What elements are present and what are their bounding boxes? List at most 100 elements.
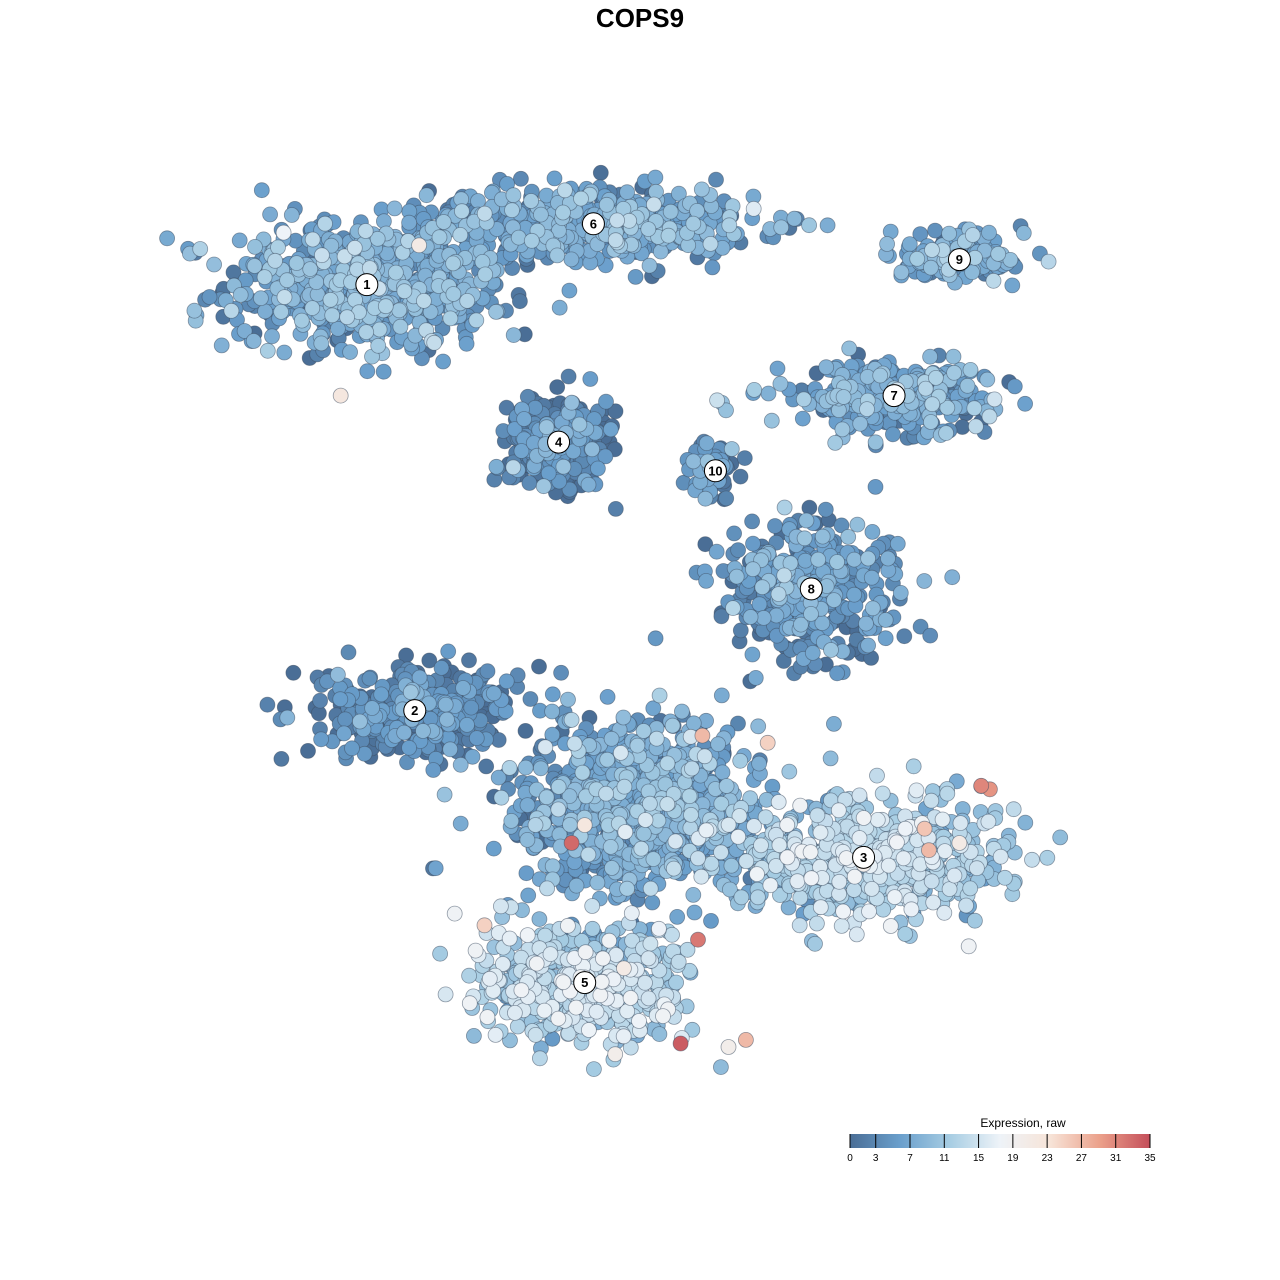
cell-point bbox=[684, 760, 700, 777]
cell-point bbox=[342, 344, 359, 361]
cell-point bbox=[730, 715, 746, 732]
cell-point bbox=[459, 292, 476, 309]
cell-point bbox=[602, 421, 619, 438]
cell-point bbox=[769, 360, 786, 377]
cell-point bbox=[786, 210, 803, 227]
cell-point bbox=[557, 182, 573, 199]
cell-point bbox=[795, 391, 812, 408]
cell-point bbox=[732, 622, 749, 639]
cell-point bbox=[288, 255, 305, 272]
cell-point bbox=[646, 196, 662, 213]
cell-point bbox=[879, 236, 895, 252]
cell-point bbox=[651, 1026, 668, 1042]
cell-point bbox=[818, 359, 835, 376]
cell-point bbox=[544, 703, 560, 720]
cell-point bbox=[346, 239, 363, 256]
cell-point bbox=[767, 518, 783, 534]
cell-point bbox=[962, 361, 979, 378]
cell-point bbox=[822, 750, 839, 767]
cell-point bbox=[751, 596, 768, 613]
cell-point bbox=[599, 751, 616, 768]
cell-point bbox=[659, 755, 676, 772]
cell-point bbox=[377, 298, 394, 315]
cell-point bbox=[849, 516, 866, 533]
cell-point bbox=[501, 760, 518, 776]
cell-point bbox=[1039, 849, 1056, 866]
cell-point bbox=[708, 171, 724, 188]
cell-point bbox=[754, 579, 771, 596]
cell-point bbox=[1004, 277, 1021, 294]
cell-point bbox=[544, 858, 561, 875]
cell-point bbox=[901, 236, 918, 253]
cell-point bbox=[553, 664, 569, 681]
cell-point bbox=[206, 256, 223, 273]
cell-point bbox=[858, 615, 874, 632]
cell-point bbox=[776, 499, 793, 516]
cell-point bbox=[245, 333, 262, 349]
cell-point bbox=[509, 1018, 526, 1035]
cell-point bbox=[373, 686, 390, 703]
cell-point bbox=[538, 789, 555, 806]
cell-point bbox=[371, 321, 388, 338]
cell-point bbox=[796, 530, 813, 547]
cell-point bbox=[773, 219, 790, 236]
cell-point bbox=[445, 255, 462, 272]
cell-point bbox=[713, 608, 730, 625]
cell-point bbox=[635, 723, 652, 739]
cell-point bbox=[386, 200, 403, 217]
cell-point bbox=[826, 716, 842, 732]
cell-point bbox=[1017, 395, 1033, 412]
cell-point bbox=[550, 779, 567, 795]
cell-point bbox=[946, 364, 962, 381]
cell-point bbox=[745, 561, 761, 578]
cell-point bbox=[981, 224, 997, 241]
cell-point bbox=[642, 880, 659, 897]
cell-point bbox=[505, 327, 522, 344]
cell-point bbox=[425, 762, 442, 778]
cell-point bbox=[442, 741, 459, 758]
cell-point bbox=[744, 646, 761, 663]
cell-point bbox=[603, 730, 620, 747]
cell-point bbox=[927, 222, 943, 239]
cell-point bbox=[1040, 253, 1057, 270]
cell-point bbox=[945, 348, 962, 365]
cell-point bbox=[662, 203, 679, 220]
cell-point bbox=[703, 913, 719, 929]
cell-point bbox=[834, 421, 851, 438]
cell-point bbox=[571, 416, 588, 433]
cell-point bbox=[979, 371, 996, 388]
cell-point bbox=[685, 215, 702, 232]
cell-point bbox=[598, 785, 614, 802]
cell-point bbox=[391, 302, 408, 319]
cell-point bbox=[259, 696, 276, 713]
cell-point bbox=[733, 889, 750, 906]
cell-point bbox=[874, 785, 891, 802]
cell-point bbox=[669, 909, 686, 925]
cell-point bbox=[574, 764, 591, 781]
cell-point bbox=[604, 860, 620, 876]
cell-point bbox=[892, 585, 909, 601]
cell-point bbox=[357, 223, 374, 239]
cell-point bbox=[252, 290, 269, 307]
cell-point bbox=[523, 232, 540, 249]
cell-point bbox=[527, 817, 544, 833]
cell-point bbox=[690, 850, 706, 867]
cell-point bbox=[640, 221, 657, 238]
cell-point bbox=[461, 967, 478, 984]
cell-point bbox=[563, 394, 580, 411]
cell-point bbox=[584, 441, 600, 458]
cell-point bbox=[232, 286, 249, 303]
cell-point bbox=[697, 536, 714, 553]
cell-point bbox=[580, 846, 597, 863]
cell-point bbox=[463, 699, 480, 716]
cell-point bbox=[651, 687, 668, 704]
cell-point bbox=[516, 411, 532, 427]
cell-point bbox=[698, 573, 714, 589]
cell-point bbox=[415, 723, 431, 739]
cell-point bbox=[718, 778, 735, 794]
cell-point bbox=[841, 340, 858, 357]
cell-point bbox=[276, 344, 293, 361]
cell-point bbox=[535, 478, 552, 495]
cell-point bbox=[880, 550, 896, 567]
